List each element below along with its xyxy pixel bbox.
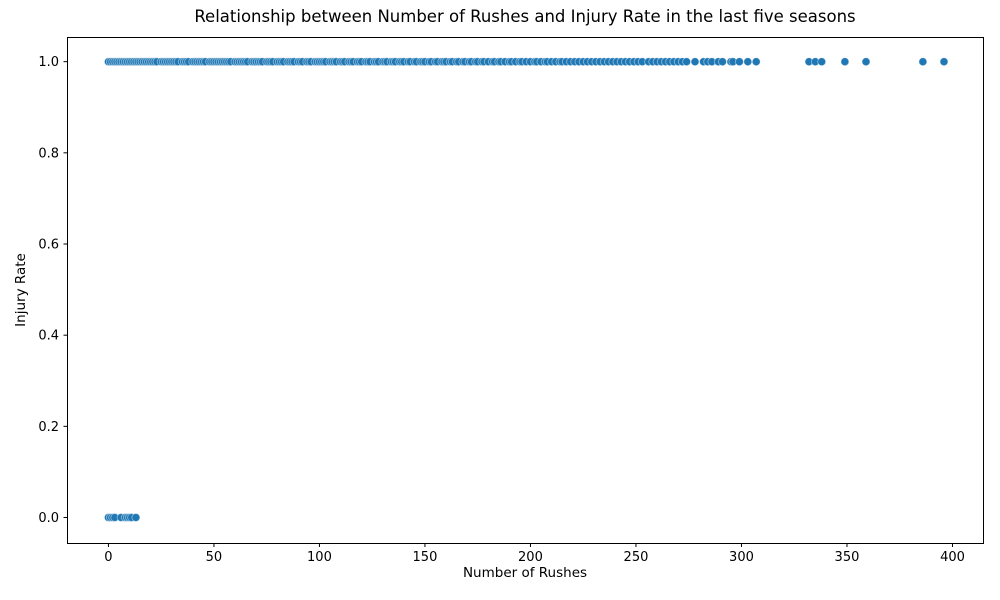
x-tick-label: 300 <box>729 550 754 565</box>
x-tick-label: 50 <box>206 550 223 565</box>
scatter-point-injured <box>840 57 850 67</box>
y-tick-label: 0.6 <box>38 238 59 253</box>
scatter-point-injured <box>718 57 727 67</box>
y-tick-label: 0.0 <box>38 511 59 526</box>
x-axis-label: Number of Rushes <box>462 565 588 581</box>
scatter-point-injured <box>682 57 692 67</box>
x-tick-label: 150 <box>413 550 438 565</box>
scatter-point-injured <box>751 57 761 67</box>
y-tick-label: 1.0 <box>38 55 59 70</box>
scatter-point-injured <box>743 57 753 67</box>
y-tick-label: 0.8 <box>38 146 59 161</box>
scatter-point-injured <box>939 57 949 67</box>
scatter-point-injured <box>918 57 928 67</box>
x-tick-label: 400 <box>940 550 965 565</box>
scatter-point-injured <box>861 57 871 67</box>
y-tick-label: 0.2 <box>38 420 59 435</box>
scatter-point-not-injured <box>131 513 141 522</box>
y-tick-label: 0.4 <box>38 329 59 344</box>
scatter-point-injured <box>734 57 744 67</box>
scatter-point-injured <box>690 57 700 67</box>
x-tick-label: 100 <box>307 550 332 565</box>
x-tick-label: 200 <box>518 550 543 565</box>
x-tick-label: 0 <box>104 550 112 565</box>
x-tick-label: 250 <box>624 550 649 565</box>
chart-title: Relationship between Number of Rushes an… <box>194 7 856 26</box>
y-axis-label: Injury Rate <box>13 253 29 327</box>
axes-frame <box>67 37 984 544</box>
x-tick-label: 350 <box>835 550 860 565</box>
scatter-point-injured <box>817 57 827 67</box>
